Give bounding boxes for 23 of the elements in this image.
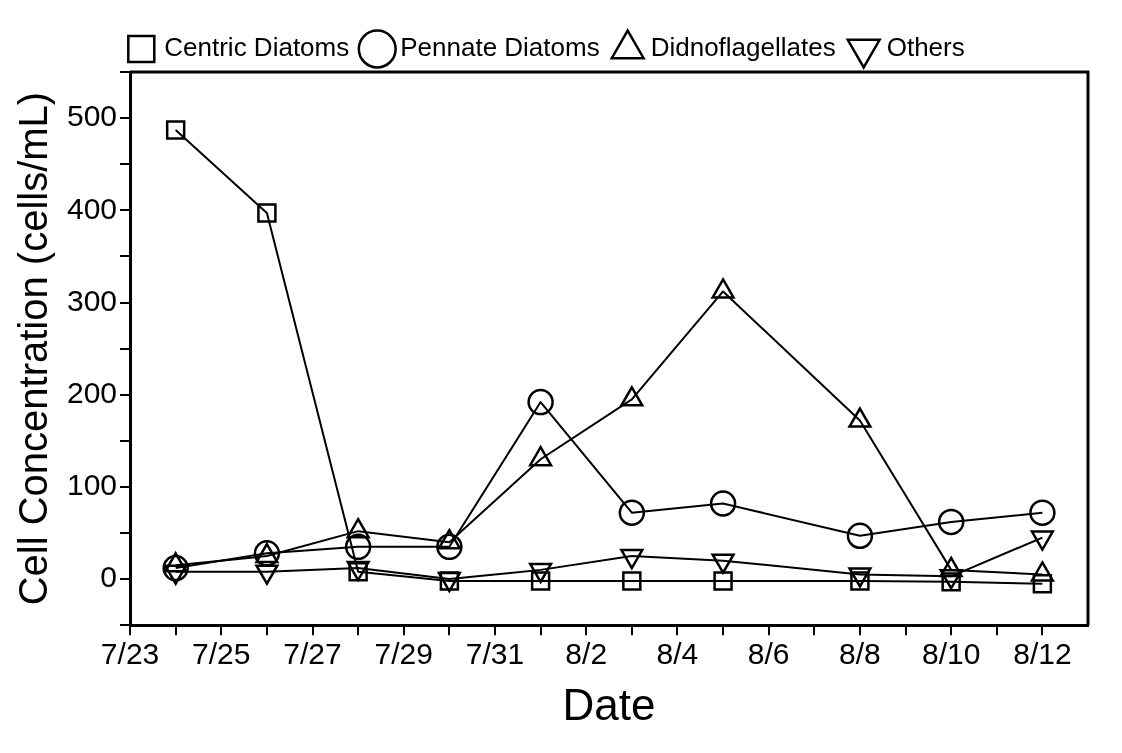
x-tick-label: 8/8: [839, 637, 881, 671]
y-axis-title: Cell Concentration (cells/mL): [11, 91, 56, 606]
x-tick-label: 8/6: [747, 637, 790, 671]
x-axis-title: Date: [562, 679, 656, 729]
x-tick-label: 8/10: [921, 637, 981, 671]
y-tick-label: 500: [66, 99, 118, 133]
y-tick-label: 400: [66, 191, 118, 225]
x-tick-label: 7/29: [374, 637, 433, 671]
x-tick-label: 7/27: [283, 637, 342, 671]
legend-label: Others: [886, 32, 965, 63]
x-tick-label: 8/2: [565, 637, 608, 671]
y-tick-label: 200: [66, 375, 118, 409]
x-tick-label: 7/25: [192, 637, 251, 671]
x-tick-label: 7/31: [465, 637, 525, 671]
y-tick-label: 0: [100, 560, 118, 594]
x-tick-label: 7/23: [100, 637, 160, 671]
legend-label: Pennate Diatoms: [400, 32, 600, 63]
legend-label: Centric Diatoms: [164, 32, 350, 63]
x-tick-label: 8/4: [656, 637, 699, 671]
y-tick-label: 300: [66, 283, 118, 317]
y-tick-label: 100: [66, 468, 118, 502]
x-tick-label: 8/12: [1013, 637, 1072, 671]
legend-label: Didnoflagellates: [650, 32, 836, 63]
